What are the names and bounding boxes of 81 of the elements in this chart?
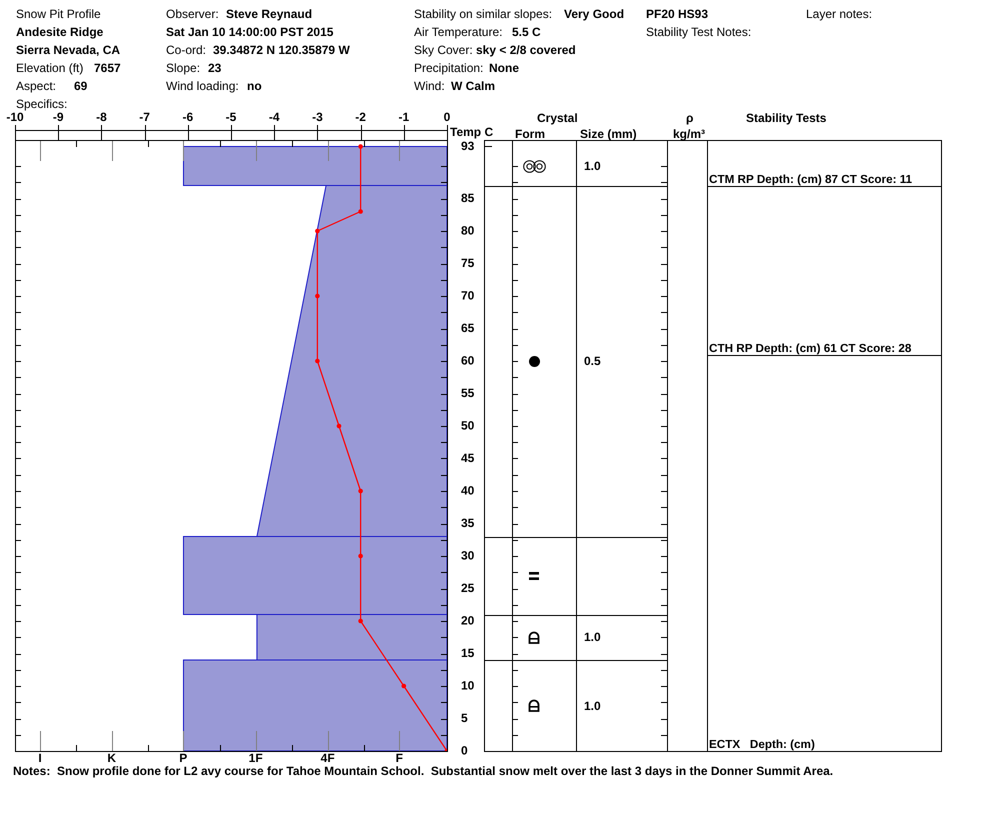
text: Wind loading:	[166, 79, 239, 93]
y-tick-label: 60	[461, 353, 475, 368]
y-tick-label: 50	[461, 418, 475, 432]
x2-tick-label: -6	[182, 110, 194, 124]
text: Snow Pit Profile	[16, 7, 101, 21]
text: 0.5	[584, 354, 601, 368]
text: ρ	[686, 111, 694, 125]
annotation: P	[179, 751, 188, 765]
text: Steve Reynaud	[226, 7, 312, 21]
y-tick-label: 70	[461, 288, 475, 302]
text: no	[247, 79, 262, 93]
text: 5.5 C	[512, 25, 541, 39]
x2-tick-label: -2	[355, 110, 366, 124]
text: Very Good	[564, 7, 624, 21]
text: Elevation (ft)	[16, 61, 84, 75]
ref-line-label: CTM RP Depth: (cm) 87 CT Score: 11	[709, 172, 912, 186]
text: 69	[74, 79, 88, 93]
text: 1.0	[584, 159, 601, 173]
text: Stability on similar slopes:	[414, 7, 552, 21]
text: Size (mm)	[580, 127, 637, 141]
text: Sat Jan 10 14:00:00 PST 2015	[166, 25, 334, 39]
text: kg/m³	[673, 127, 706, 141]
x2-tick-label: -3	[312, 110, 324, 124]
text: None	[489, 61, 519, 75]
text: Form	[515, 127, 545, 141]
text: Co-ord:	[166, 43, 206, 57]
y-tick-label: 30	[461, 548, 475, 562]
text: 39.34872 N 120.35879 W	[213, 43, 350, 57]
text: ECTX Depth: (cm)	[709, 738, 815, 752]
y-tick-label: 75	[461, 256, 475, 270]
y-tick-label: 80	[461, 223, 475, 238]
text: Sierra Nevada, CA	[16, 43, 120, 57]
y-tick-label: 45	[461, 450, 475, 465]
y-tick-label: 65	[461, 320, 475, 335]
text: Precipitation:	[414, 61, 484, 75]
text: sky < 2/8 covered	[476, 43, 576, 57]
x2-tick-label: -8	[96, 110, 108, 124]
text: Stability Test Notes:	[646, 25, 752, 39]
x2-tick-label: -5	[226, 110, 237, 124]
text: 23	[208, 61, 222, 75]
y-tick-label: 40	[461, 483, 475, 498]
text: 1.0	[584, 698, 601, 712]
text: 7657	[94, 61, 121, 75]
text: Observer:	[166, 7, 219, 21]
text: Air Temperature:	[414, 25, 502, 39]
text: Stability Tests	[746, 111, 826, 125]
text: Andesite Ridge	[16, 25, 104, 39]
y-tick-label: 25	[461, 580, 475, 595]
y-tick-label: 35	[461, 516, 475, 530]
y-tick-label: 0	[461, 743, 468, 758]
x2-tick-label: -4	[268, 110, 280, 124]
ref-line-label: CTH RP Depth: (cm) 61 CT Score: 28	[709, 342, 912, 356]
text: K	[107, 751, 116, 765]
y-tick-label: 55	[461, 386, 475, 400]
text: W Calm	[451, 79, 496, 93]
y-tick-label: 5	[461, 710, 468, 725]
annotation: F	[396, 751, 403, 765]
y-tick-label: 20	[461, 613, 475, 628]
text: Sky Cover:	[414, 43, 473, 57]
x2-tick-label: -9	[52, 110, 64, 124]
text: PF20 HS93	[646, 7, 708, 21]
y-tick-label: 93	[461, 138, 475, 153]
text: Slope:	[166, 61, 200, 75]
x2-tick-label: -1	[398, 110, 410, 124]
text: Aspect:	[16, 79, 56, 93]
y-tick-label: 15	[461, 646, 475, 660]
annotation: 4F	[320, 751, 335, 765]
annotation: 1F	[248, 751, 263, 765]
x2-tick-label: -10	[6, 110, 24, 124]
text: Wind:	[414, 79, 445, 93]
text: Layer notes:	[806, 7, 872, 21]
x2-tick-label: 0	[444, 110, 451, 124]
y-tick-label: 85	[461, 190, 475, 205]
y-tick-label: 10	[461, 678, 475, 692]
x2-axis-title: Temp C	[450, 125, 494, 139]
text: Specifics:	[16, 97, 68, 111]
text: Notes: Snow profile done for L2 avy course for Tahoe Mountain School. Substantial snow melt over the last 3 days in the Donner Summit Area.	[13, 764, 834, 778]
text: Crystal	[537, 111, 578, 125]
text: I	[38, 751, 42, 765]
x2-tick-label: -7	[139, 110, 150, 124]
text: 1.0	[584, 630, 601, 644]
